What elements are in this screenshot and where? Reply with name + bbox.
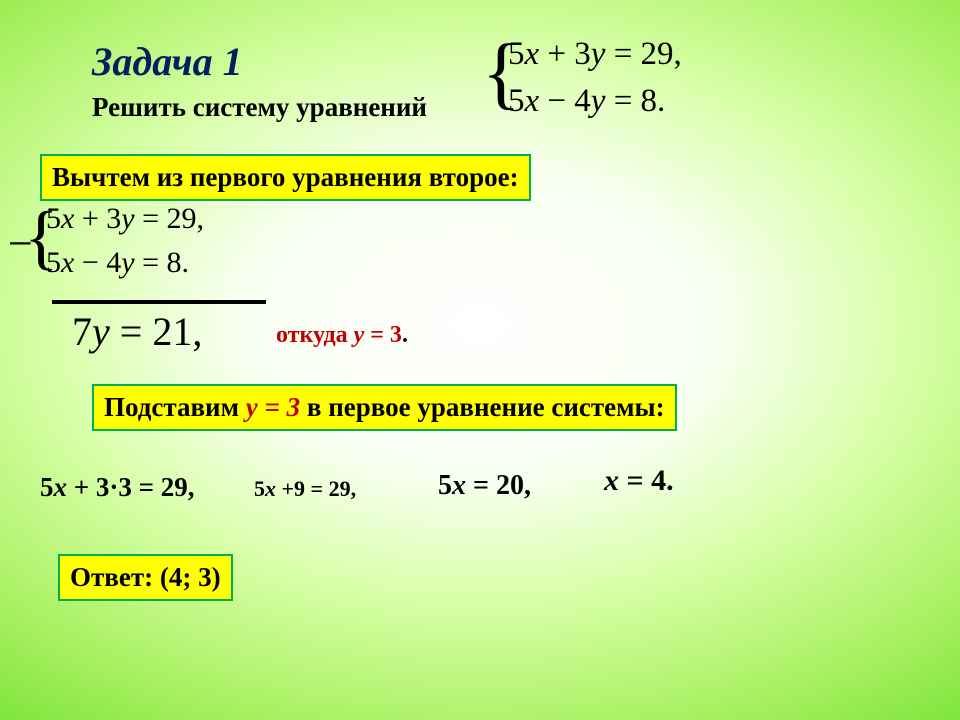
equation-2b: 5x − 4y = 8. (46, 246, 204, 280)
whence-var: y (354, 322, 365, 348)
brace-icon: { (482, 28, 520, 119)
brace-icon: { (24, 196, 59, 279)
slide: Задача 1 Решить систему уравнений { 5x +… (0, 0, 960, 720)
problem-subtitle: Решить систему уравнений (92, 92, 427, 123)
calc-4: x = 4. (604, 464, 674, 498)
equation-1b: 5x + 3y = 29, (46, 202, 204, 236)
calc-2: 5x +9 = 29, (254, 476, 356, 502)
step2-suffix: в первое уравнение системы: (300, 392, 665, 422)
calc-3: 5x = 20, (438, 470, 531, 502)
whence-dot: . (402, 322, 408, 348)
system-main: { 5x + 3y = 29, 5x − 4y = 8. (508, 36, 682, 120)
whence-rest: = 3 (364, 322, 402, 348)
step2-mid: y = 3 (246, 392, 300, 422)
whence-label: откуда (276, 322, 354, 348)
step-2-box: Подставим y = 3 в первое уравнение систе… (92, 384, 677, 431)
step2-prefix: Подставим (104, 392, 246, 422)
elimination-result: 7y = 21, (72, 308, 202, 355)
horizontal-rule (52, 300, 266, 304)
whence-text: откуда y = 3. (276, 322, 408, 349)
system-subtract: { 5x + 3y = 29, 5x − 4y = 8. (46, 202, 204, 280)
problem-title: Задача 1 (92, 38, 243, 85)
calc-1: 5x + 3·3 = 29, (40, 472, 195, 503)
answer-box: Ответ: (4; 3) (58, 554, 233, 601)
step-1-box: Вычтем из первого уравнения второе: (40, 154, 531, 201)
equation-1: 5x + 3y = 29, (508, 36, 682, 73)
equation-2: 5x − 4y = 8. (508, 83, 682, 120)
